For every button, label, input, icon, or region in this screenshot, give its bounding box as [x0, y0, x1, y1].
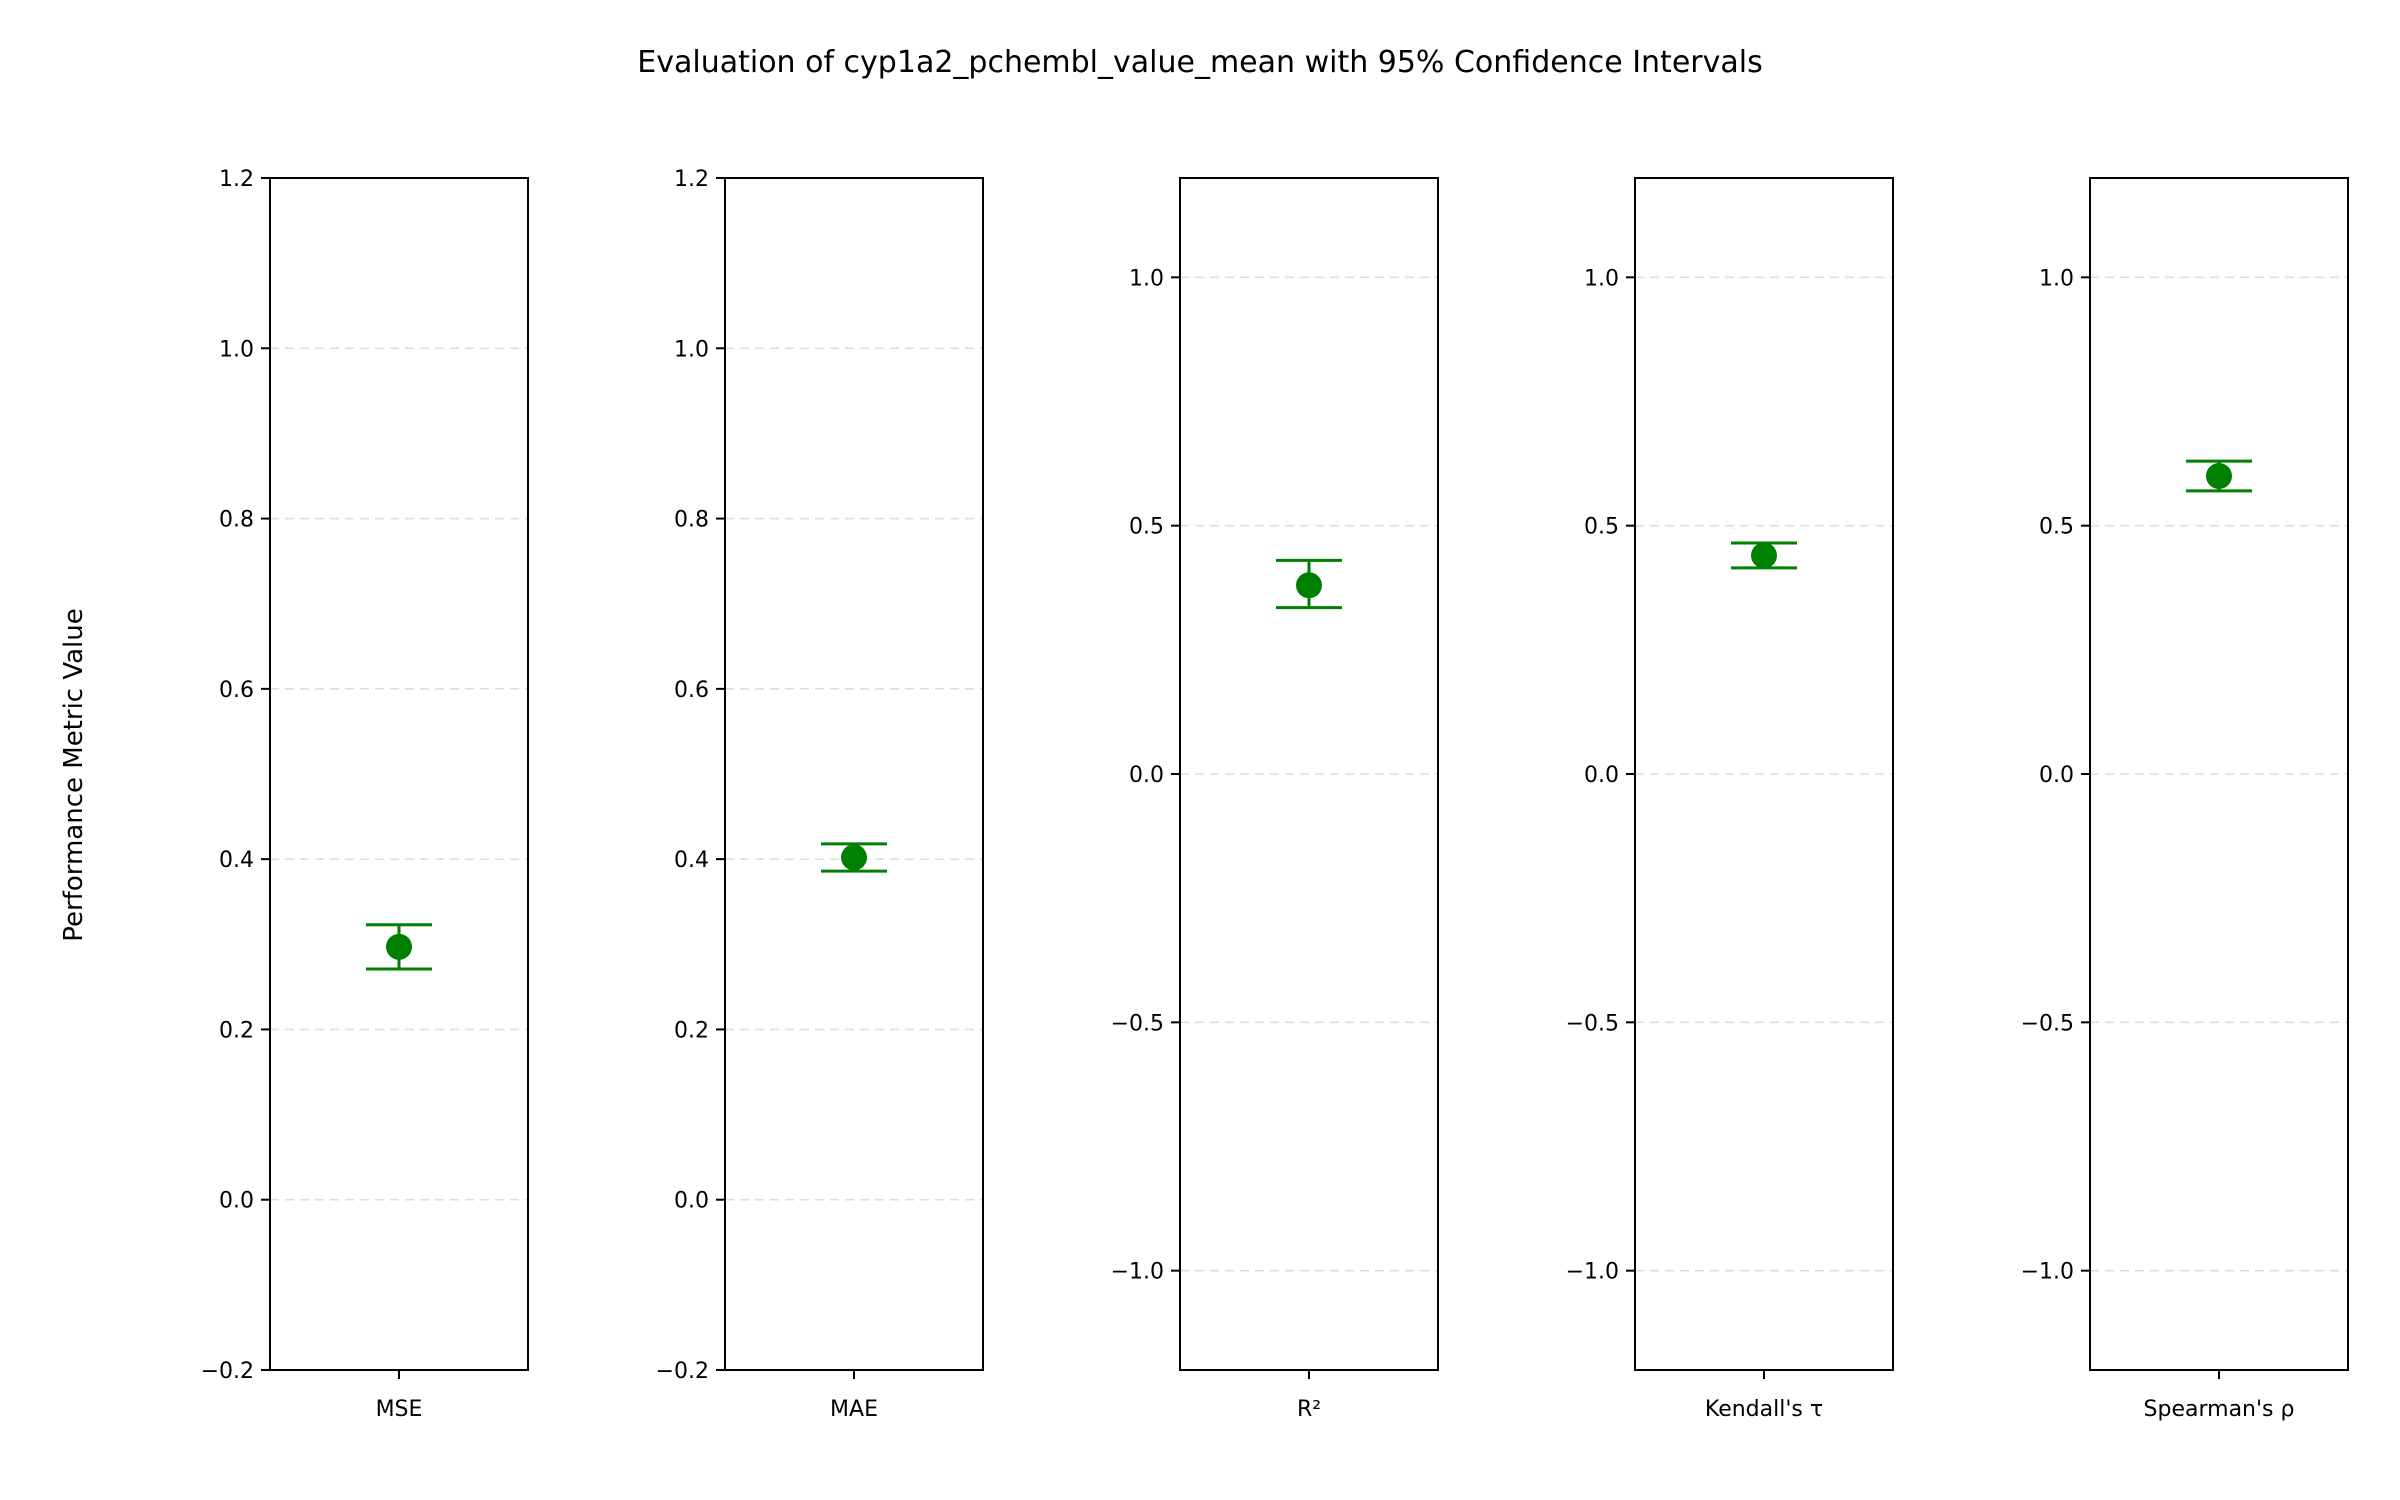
y-tick-label: 1.0 — [674, 337, 709, 362]
y-tick-label: 1.0 — [1129, 266, 1164, 291]
y-tick-label: 0.4 — [219, 848, 254, 873]
y-tick-label: −1.0 — [1111, 1260, 1164, 1285]
y-tick-label: 0.0 — [219, 1189, 254, 1214]
y-tick-label: 0.6 — [219, 678, 254, 703]
data-point — [1751, 542, 1777, 569]
y-tick-label: 1.0 — [2039, 266, 2074, 291]
chart-panels: −0.2 0.0 0.2 0.4 0.6 0.8 1.0 1.2 MSE −0.2 0.0 0.2 0.… — [201, 167, 2349, 1422]
y-tick-label: 0.0 — [2039, 763, 2074, 788]
y-tick-label: 0.2 — [219, 1018, 254, 1043]
y-tick-label: 0.8 — [674, 508, 709, 533]
x-category-label: Spearman's ρ — [2144, 1397, 2295, 1422]
y-tick-label: −0.5 — [1566, 1011, 1619, 1036]
y-tick-label: 0.0 — [1129, 763, 1164, 788]
panel-1: −0.2 0.0 0.2 0.4 0.6 0.8 1.0 1.2 MAE — [656, 167, 984, 1422]
y-tick-label: −0.5 — [2021, 1011, 2074, 1036]
x-category-label: Kendall's τ — [1705, 1397, 1823, 1422]
x-category-label: MAE — [830, 1397, 878, 1422]
x-category-label: R² — [1297, 1397, 1321, 1422]
y-tick-label: 0.5 — [1129, 515, 1164, 540]
y-tick-label: 0.6 — [674, 678, 709, 703]
y-tick-label: 0.5 — [2039, 515, 2074, 540]
y-tick-label: 1.0 — [219, 337, 254, 362]
y-tick-label: −0.5 — [1111, 1011, 1164, 1036]
axes-frame — [269, 177, 529, 1371]
y-tick-label: −0.2 — [656, 1359, 709, 1384]
axes-frame — [724, 177, 984, 1371]
chart-title: Evaluation of cyp1a2_pchembl_value_mean … — [637, 45, 1762, 80]
data-point — [1296, 572, 1322, 599]
y-tick-label: 0.0 — [1584, 763, 1619, 788]
y-tick-label: −0.2 — [201, 1359, 254, 1384]
y-axis-label: Performance Metric Value — [59, 608, 89, 942]
panel-4: −1.0 −0.5 0.0 0.5 1.0 Spearman's ρ — [2021, 177, 2349, 1422]
y-tick-label: −1.0 — [1566, 1260, 1619, 1285]
y-tick-label: 0.8 — [219, 508, 254, 533]
panel-0: −0.2 0.0 0.2 0.4 0.6 0.8 1.0 1.2 MSE — [201, 167, 529, 1422]
y-tick-label: 0.2 — [674, 1018, 709, 1043]
y-tick-label: 1.0 — [1584, 266, 1619, 291]
x-category-label: MSE — [376, 1397, 423, 1422]
y-tick-label: 0.5 — [1584, 515, 1619, 540]
y-tick-label: 1.2 — [219, 167, 254, 192]
data-point — [841, 844, 867, 871]
y-tick-label: −1.0 — [2021, 1260, 2074, 1285]
panel-3: −1.0 −0.5 0.0 0.5 1.0 Kendall's τ — [1566, 177, 1894, 1422]
data-point — [2206, 463, 2232, 489]
data-point — [386, 933, 412, 960]
y-tick-label: 0.4 — [674, 848, 709, 873]
panel-2: −1.0 −0.5 0.0 0.5 1.0 R² — [1111, 177, 1439, 1422]
y-tick-label: 0.0 — [674, 1189, 709, 1214]
y-tick-label: 1.2 — [674, 167, 709, 192]
